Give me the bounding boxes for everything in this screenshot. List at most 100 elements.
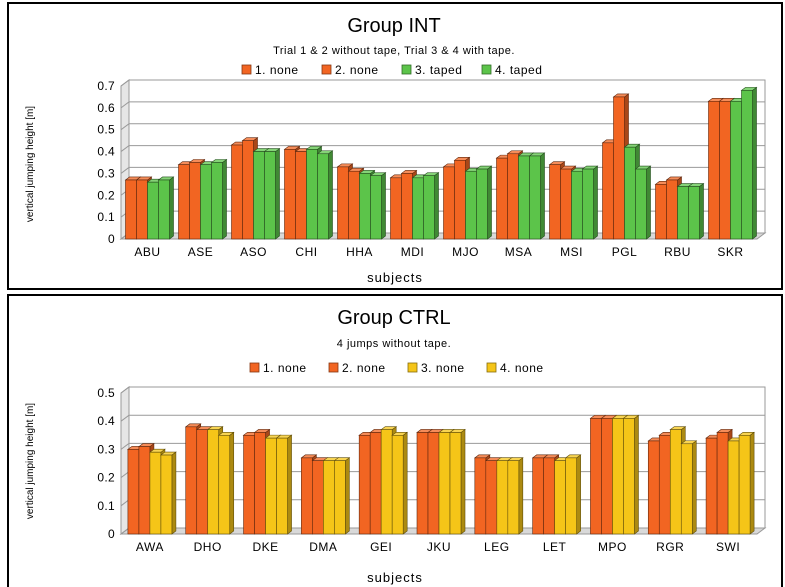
x-tick-label: DKE — [252, 540, 278, 554]
bar — [416, 432, 429, 535]
bar-side — [749, 431, 755, 535]
bar — [730, 101, 742, 240]
legend-label: 1. none — [263, 361, 307, 375]
bar — [147, 181, 159, 240]
bar — [391, 435, 404, 535]
legend-label: 2. none — [342, 361, 386, 375]
bar-side — [275, 147, 280, 240]
bar — [507, 460, 520, 535]
bar — [647, 440, 660, 535]
chart-ctrl-svg: Group CTRL 4 jumps without tape. 1. none… — [25, 307, 767, 585]
bar — [158, 179, 170, 240]
bar — [613, 96, 625, 240]
bar — [602, 142, 614, 240]
gridline-side — [120, 386, 130, 394]
bar — [242, 140, 254, 240]
legend-swatch — [328, 362, 339, 373]
y-tick-label: 0.5 — [97, 386, 115, 400]
bar — [465, 170, 477, 240]
gridline-side — [120, 79, 130, 87]
bar — [624, 146, 636, 240]
bar — [218, 435, 231, 535]
bar — [738, 435, 751, 535]
legend-swatch — [321, 64, 332, 75]
x-axis-title: subjects — [367, 570, 423, 585]
x-tick-label: PGL — [612, 245, 638, 259]
legend-label: 2. none — [335, 63, 379, 77]
x-tick-label: JKU — [427, 540, 451, 554]
bar — [265, 437, 277, 535]
bar — [571, 170, 583, 240]
bar — [207, 429, 220, 535]
bar — [295, 151, 307, 240]
bar — [680, 443, 693, 535]
x-tick-label: CHI — [295, 245, 317, 259]
legend-swatch — [481, 64, 492, 75]
bar — [200, 164, 212, 240]
bar — [390, 177, 402, 240]
bar-side — [540, 152, 545, 240]
bar — [443, 166, 455, 240]
x-tick-label: RBU — [664, 245, 691, 259]
bar — [716, 432, 729, 535]
bar — [423, 175, 435, 240]
bar — [669, 429, 682, 535]
bar — [284, 149, 296, 240]
x-tick-label: SKR — [717, 245, 743, 259]
x-tick-label: LET — [543, 540, 567, 554]
bar — [380, 429, 393, 535]
chart-int-svg: Group INT Trial 1 & 2 without tape, Tria… — [25, 15, 767, 285]
gridline-side — [120, 123, 130, 131]
legend-label: 1. none — [255, 63, 299, 77]
bar — [705, 437, 718, 535]
y-axis-title: vertical jumping height [m] — [25, 106, 36, 222]
x-tick-label: RGR — [656, 540, 684, 554]
y-tick-label: 0.1 — [97, 499, 115, 513]
bar — [623, 418, 635, 535]
legend-label: 4. none — [500, 361, 544, 375]
bar — [412, 177, 424, 240]
x-tick-label: DHO — [194, 540, 222, 554]
bar-side — [381, 172, 386, 240]
bar-side — [287, 434, 292, 535]
bar — [334, 460, 346, 535]
bar — [211, 162, 223, 240]
bar — [185, 426, 198, 535]
bar-side — [634, 414, 639, 535]
legend: 1. none 2. none 3. taped 4. taped — [241, 63, 542, 77]
bar — [454, 160, 466, 240]
gridline-side — [120, 167, 130, 174]
bar — [708, 101, 720, 240]
bar — [741, 90, 753, 240]
bar — [243, 435, 255, 535]
legend-swatch — [249, 362, 260, 373]
x-axis-title: subjects — [367, 270, 423, 285]
bar — [532, 457, 544, 535]
chart-subtitle: Trial 1 & 2 without tape, Trial 3 & 4 wi… — [273, 45, 515, 57]
x-tick-label: MPO — [598, 540, 627, 554]
x-tick-label: ASO — [240, 245, 267, 259]
bar — [474, 457, 487, 535]
bar — [348, 170, 360, 240]
bar — [127, 449, 140, 535]
x-tick-label: GEI — [370, 540, 392, 554]
x-tick-label: ABU — [134, 245, 160, 259]
y-tick-label: 0.2 — [97, 471, 115, 485]
bar — [358, 435, 371, 535]
y-tick-label: 0.4 — [97, 414, 115, 428]
plot-area: 0 0.1 0.2 0.3 0.4 0.5 AWA DHO DKE DMA GEI JKU LEG LET… — [97, 386, 767, 554]
x-tick-label: MSI — [560, 245, 583, 259]
x-tick-label: MSA — [505, 245, 533, 259]
bar — [496, 157, 508, 240]
legend-swatch — [407, 362, 418, 373]
bar — [590, 418, 602, 535]
bar-side — [402, 431, 408, 535]
bar — [264, 151, 276, 240]
bar — [677, 186, 689, 240]
plot-area: 0 0.1 0.2 0.3 0.4 0.5 0.6 0.7 ABU ASE ASO CHI HHA MDI… — [97, 79, 767, 259]
legend-label: 4. taped — [495, 63, 542, 77]
bar — [231, 144, 243, 240]
x-tick-label: SWI — [716, 540, 740, 554]
bar — [136, 179, 148, 240]
bar-side — [222, 158, 227, 240]
